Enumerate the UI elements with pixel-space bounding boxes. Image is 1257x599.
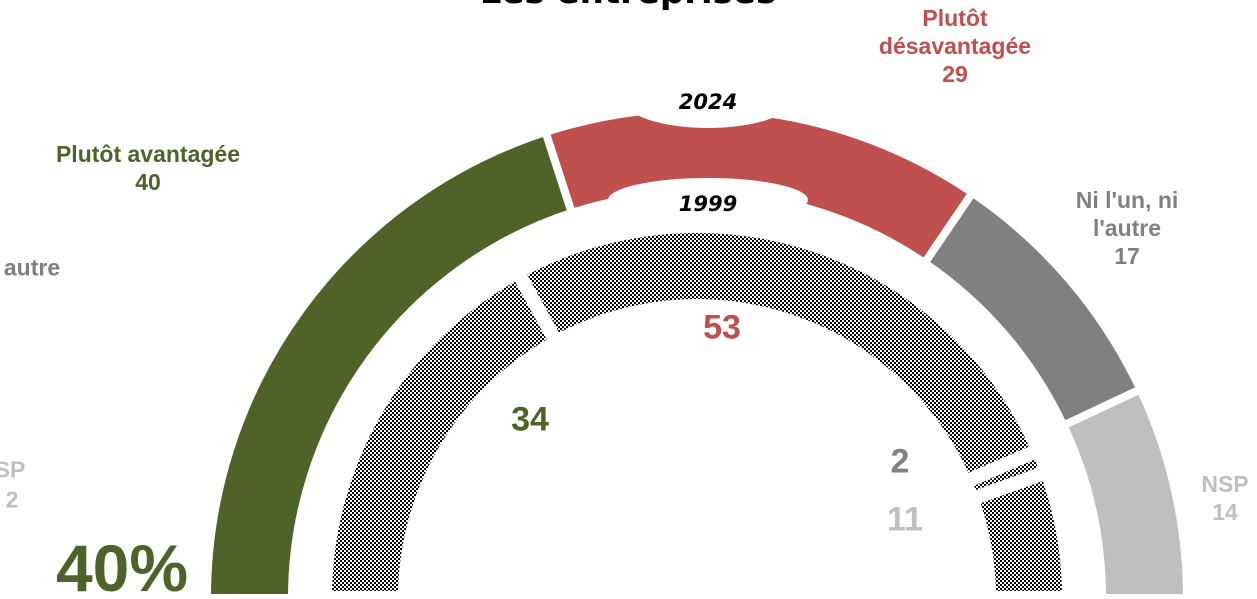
value-label: 14 <box>1212 499 1238 525</box>
year-label: 1999 <box>679 192 737 216</box>
category-label: Plutôt désavantagée <box>878 5 1032 59</box>
year-badge <box>624 72 792 128</box>
fragment: 2 <box>5 486 19 513</box>
highlight: 40% <box>55 531 189 599</box>
category-label: Ni l'un, ni l'autre <box>1075 187 1179 241</box>
fragment: autre <box>3 254 61 281</box>
category-label: NSP <box>1201 471 1249 497</box>
value-label: 53 <box>703 308 741 347</box>
chart-title: Les entreprises <box>480 0 776 12</box>
category-label: Plutôt avantagée <box>55 141 241 167</box>
value-label: 34 <box>511 400 549 439</box>
outer-segment <box>1058 384 1192 599</box>
year-badge <box>608 178 808 222</box>
fragment: SP <box>0 456 26 483</box>
value-label: 17 <box>1114 243 1140 269</box>
value-label: 29 <box>942 61 968 87</box>
value-label: 2 <box>890 442 910 481</box>
year-label: 2024 <box>679 90 737 114</box>
inner-segment <box>962 463 1077 599</box>
value-label: 40 <box>135 169 161 195</box>
value-label: 11 <box>887 500 923 539</box>
